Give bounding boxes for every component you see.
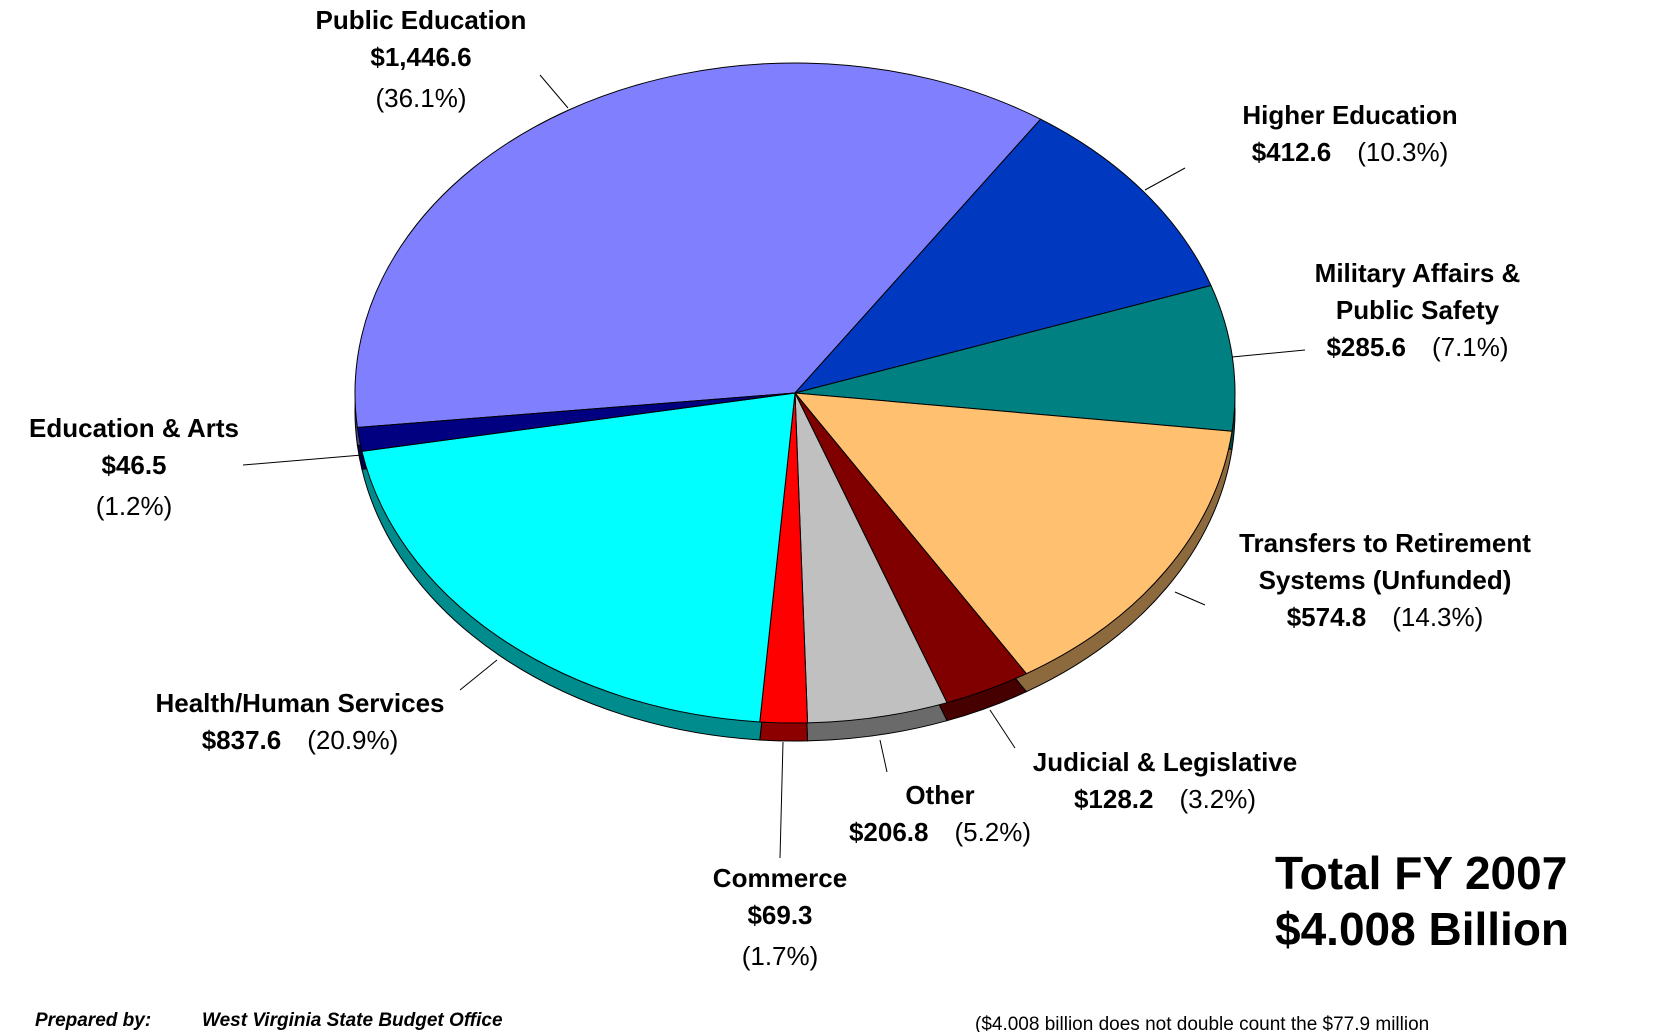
value-label: $837.6 (201, 725, 282, 755)
slice (793, 392, 1233, 675)
slice-label: Transfers to Retirement Systems (Unfunde… (1200, 525, 1570, 636)
category-label: Military Affairs & Public Safety (1314, 258, 1521, 325)
prepared-by: West Virginia State Budget Office (202, 1010, 503, 1031)
value-row: $128.2 (3.2%) (990, 781, 1340, 818)
value-row: $206.8 (5.2%) (820, 814, 1060, 851)
category-label: Other (905, 780, 975, 810)
slice (794, 392, 948, 724)
slice-label: Military Affairs & Public Safety $285.6 (… (1290, 255, 1545, 366)
leader-line (989, 709, 1016, 749)
total-title: Total FY 2007 (1275, 847, 1568, 899)
percentage-label: (7.1%) (1431, 332, 1509, 362)
value-label: $128.2 (1073, 784, 1154, 814)
percentage-label: (14.3%) (1392, 602, 1484, 632)
percentage-label: (36.1%) (375, 83, 467, 113)
category-label: Education & Arts (29, 413, 239, 443)
slice (356, 392, 796, 452)
category-label: Judicial & Legislative (1032, 747, 1298, 777)
percentage-label: (10.3%) (1357, 137, 1449, 167)
leader-line (242, 454, 363, 466)
value-label: $1,446.6 (370, 42, 472, 72)
slice-label: Public Education $1,446.6 (36.1%) (271, 2, 571, 117)
slice-label: Health/Human Services $837.6 (20.9%) (100, 685, 500, 759)
slice-label: Commerce $69.3 (1.7%) (680, 860, 880, 975)
leader-line (459, 659, 498, 691)
category-label: Commerce (712, 863, 848, 893)
slice-label: Other $206.8 (5.2%) (820, 777, 1060, 851)
leader-line (879, 739, 888, 773)
value-label: $574.8 (1286, 602, 1367, 632)
percentage-label: (20.9%) (307, 725, 399, 755)
value-label: $206.8 (848, 817, 929, 847)
value-label: $69.3 (747, 900, 813, 930)
value-label: $46.5 (101, 450, 167, 480)
category-label: Public Education (315, 5, 527, 35)
value-row: $412.6 (10.3%) (1160, 134, 1540, 171)
slice-label: Education & Arts $46.5 (1.2%) (0, 410, 268, 525)
leader-line (539, 74, 569, 109)
category-label: Higher Education (1242, 100, 1458, 130)
value-row: $285.6 (7.1%) (1290, 329, 1545, 366)
footnote: ($4.008 billion does not double count th… (975, 1014, 1430, 1032)
leader-line (1231, 349, 1306, 358)
slice-label: Higher Education $412.6 (10.3%) (1160, 97, 1540, 171)
category-label: Transfers to Retirement Systems (Unfunde… (1239, 528, 1531, 595)
leader-line (1144, 167, 1186, 191)
prepared-by-label: Prepared by: (35, 1010, 152, 1031)
value-label: $412.6 (1251, 137, 1332, 167)
value-row: $837.6 (20.9%) (100, 722, 500, 759)
percentage-label: (1.2%) (95, 491, 173, 521)
slice (793, 118, 1212, 394)
slice (794, 284, 1236, 432)
value-label: $285.6 (1326, 332, 1406, 362)
total-value: $4.008 Billion (1275, 903, 1570, 955)
slice (361, 392, 796, 723)
percentage-label: (5.2%) (954, 817, 1032, 847)
leader-line (779, 741, 784, 859)
leader-line (1174, 591, 1206, 606)
slice (354, 62, 1042, 429)
percentage-label: (3.2%) (1179, 784, 1257, 814)
value-row: $574.8 (14.3%) (1200, 599, 1570, 636)
slice-label: Judicial & Legislative $128.2 (3.2%) (990, 744, 1340, 818)
category-label: Health/Human Services (155, 688, 445, 718)
percentage-label: (1.7%) (741, 941, 819, 971)
